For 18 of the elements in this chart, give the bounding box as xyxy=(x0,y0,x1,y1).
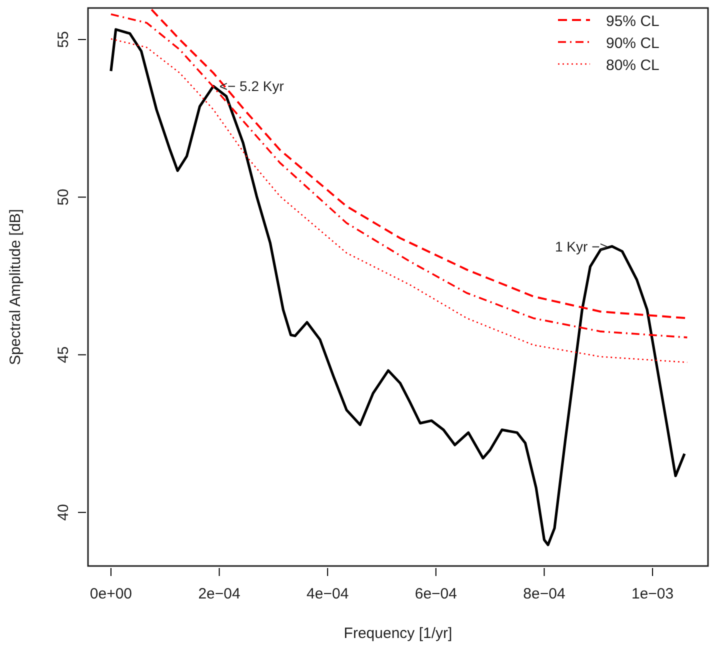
y-tick-label: 40 xyxy=(55,504,72,521)
x-tick-label: 0e+00 xyxy=(90,586,132,602)
line-series xyxy=(110,28,686,546)
x-axis-title: Frequency [1/yr] xyxy=(344,625,452,642)
y-tick-label: 55 xyxy=(55,31,72,48)
x-tick-label: 2e−04 xyxy=(198,586,240,602)
annotation: 1 Kyr −> xyxy=(555,238,608,254)
x-tick-label: 6e−04 xyxy=(414,586,457,602)
x-tick-label: 1e−03 xyxy=(631,586,674,602)
y-axis-title: Spectral Amplitude [dB] xyxy=(7,209,24,365)
legend-label: 90% CL xyxy=(606,35,660,52)
legend-label: 80% CL xyxy=(606,57,660,74)
y-tick-label: 45 xyxy=(55,346,72,364)
y-tick-label: 50 xyxy=(55,188,72,206)
legend-label: 95% CL xyxy=(606,13,660,30)
annotation: <− 5.2 Kyr xyxy=(219,78,284,94)
x-tick-label: 4e−04 xyxy=(306,586,349,602)
x-tick-label: 8e−04 xyxy=(523,586,566,602)
